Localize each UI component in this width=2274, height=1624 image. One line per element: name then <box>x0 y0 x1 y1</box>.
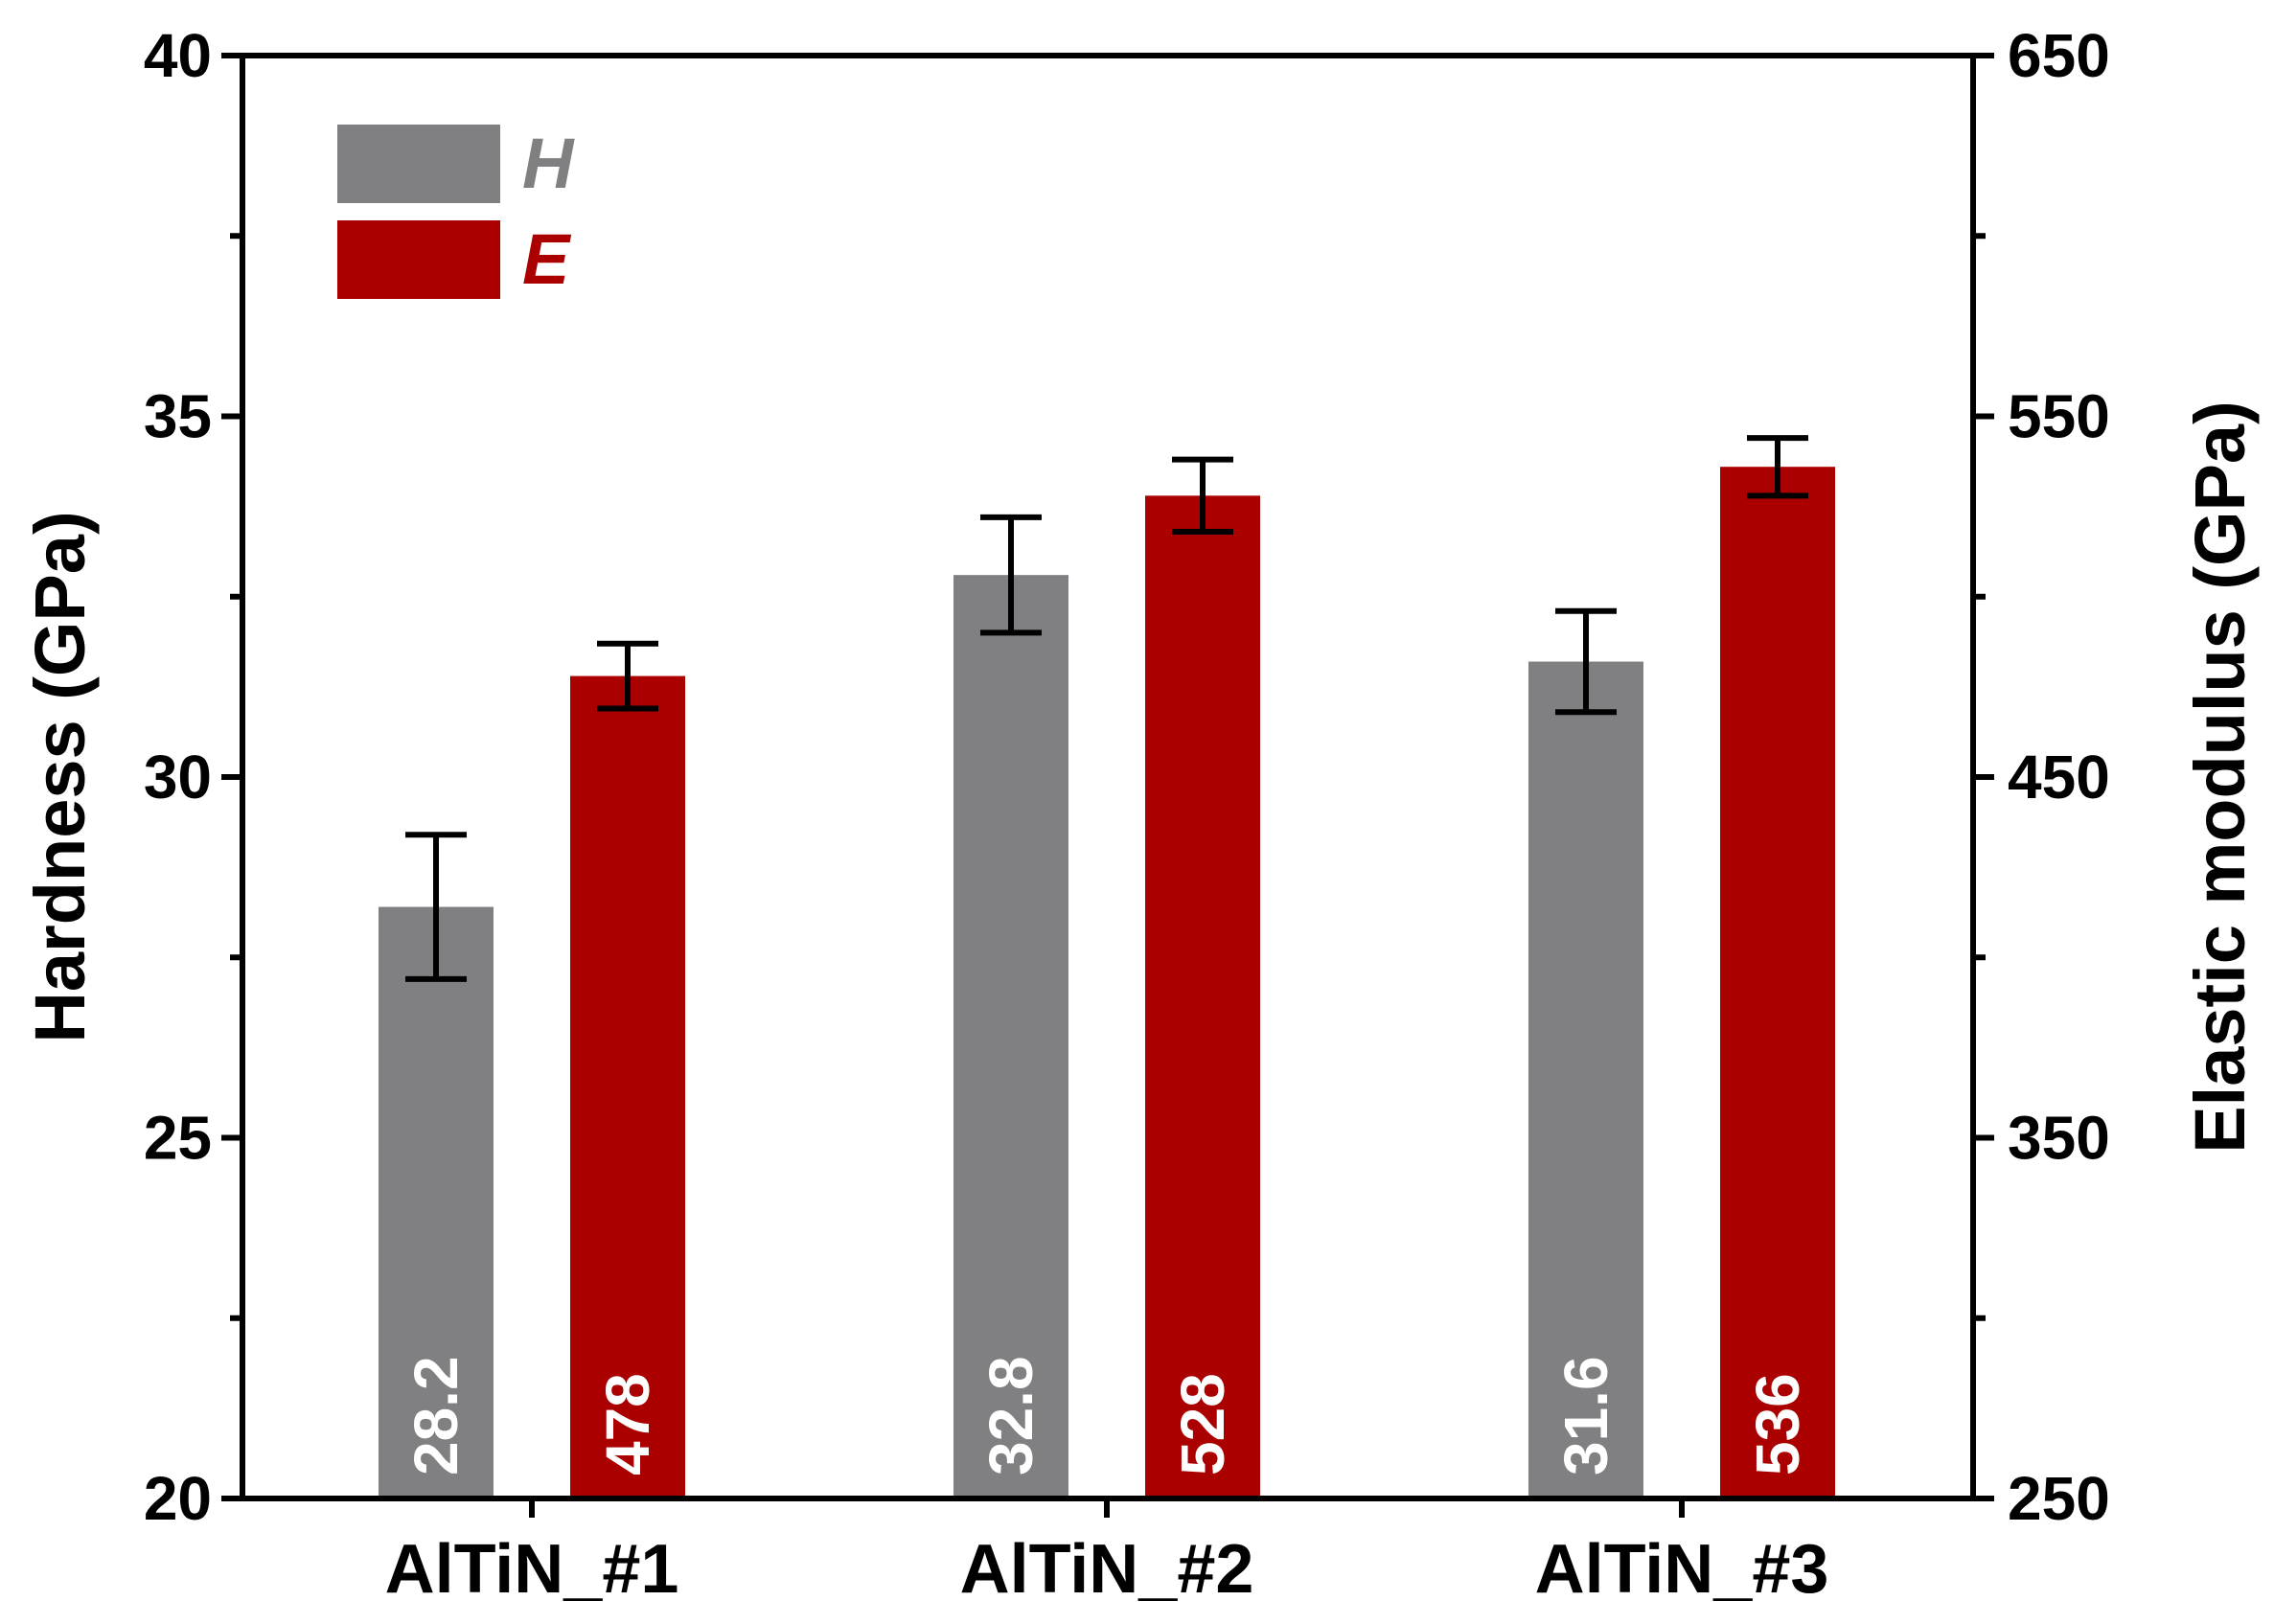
bar-value-label: 536 <box>1743 1373 1812 1475</box>
right-tick-label: 550 <box>2008 382 2110 451</box>
right-axis: 250 350 450 550 650 <box>1973 21 2110 1533</box>
bar-value-label: 478 <box>593 1373 662 1475</box>
left-tick-label: 30 <box>144 743 212 812</box>
errorbar-E-2 <box>1172 456 1233 535</box>
legend-label-H: H <box>522 124 575 203</box>
left-tick-label: 35 <box>144 382 212 451</box>
plot-frame <box>240 53 1976 1501</box>
left-axis-title: Hardness (GPa) <box>20 511 100 1042</box>
errorbar-E-1 <box>597 640 658 712</box>
left-tick-label: 20 <box>144 1464 212 1533</box>
errorbar-H-2 <box>980 514 1042 636</box>
category-label: AlTiN_#3 <box>1535 1531 1829 1608</box>
bar-E-2 <box>1145 495 1260 1498</box>
right-tick-label: 250 <box>2008 1464 2110 1533</box>
legend-label-E: E <box>522 219 572 299</box>
bar-value-label: 31.6 <box>1551 1356 1620 1475</box>
bar-value-label: 28.2 <box>402 1356 471 1475</box>
right-tick-label: 650 <box>2008 21 2110 90</box>
right-axis-title: Elastic modulus (GPa) <box>2180 400 2260 1153</box>
bars-layer <box>379 467 1835 1499</box>
left-tick-label: 40 <box>144 21 212 90</box>
bar-E-3 <box>1720 467 1835 1499</box>
category-label: AlTiN_#2 <box>960 1531 1254 1608</box>
legend: HE <box>337 124 575 299</box>
bar-H-2 <box>953 575 1068 1498</box>
x-axis: AlTiN_#1 AlTiN_#2 AlTiN_#3 <box>385 1498 1829 1608</box>
bar-H-1 <box>379 906 494 1498</box>
legend-swatch-H <box>337 125 500 203</box>
bar-value-label: 32.8 <box>976 1356 1045 1475</box>
bar-E-1 <box>570 675 685 1498</box>
bar-H-3 <box>1528 661 1643 1498</box>
legend-swatch-E <box>337 220 500 299</box>
left-axis: 20 25 30 35 40 <box>144 21 242 1533</box>
errorbar-H-1 <box>405 832 467 982</box>
right-tick-label: 350 <box>2008 1104 2110 1173</box>
category-label: AlTiN_#1 <box>385 1531 679 1608</box>
errorbar-E-3 <box>1747 435 1808 499</box>
errorbar-H-3 <box>1555 607 1617 716</box>
errorbars-layer <box>405 435 1808 982</box>
bar-labels-layer: 28.2 32.8 31.6 478 528 536 <box>402 1356 1812 1475</box>
right-tick-label: 450 <box>2008 743 2110 812</box>
bar-value-label: 528 <box>1168 1373 1237 1475</box>
left-tick-label: 25 <box>144 1104 212 1173</box>
